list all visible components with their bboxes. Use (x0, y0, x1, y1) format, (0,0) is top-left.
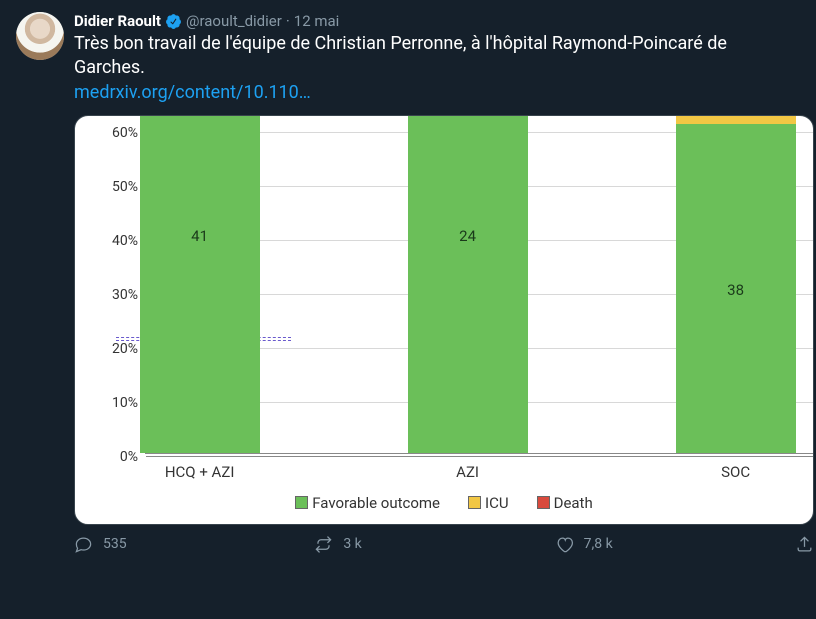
gridline: 0% (146, 456, 813, 457)
name-line: Didier Raoult @raoult_didier · 12 mai (74, 12, 800, 30)
retweet-button[interactable]: 3 k (314, 535, 554, 554)
bar-segment (408, 115, 528, 453)
display-name[interactable]: Didier Raoult (74, 12, 161, 30)
legend-item: Death (537, 494, 593, 512)
avatar-image (16, 12, 64, 60)
tweet-header: Didier Raoult @raoult_didier · 12 mai Tr… (16, 12, 800, 105)
bar-group: 38SOC (676, 115, 796, 453)
legend-swatch (537, 496, 550, 509)
like-count: 7,8 k (584, 536, 613, 552)
legend-label: ICU (485, 494, 509, 512)
legend-swatch (295, 496, 308, 509)
share-button[interactable] (795, 535, 814, 554)
bar-segment (676, 115, 796, 124)
chart-plot-area: 0%10%20%30%40%50%60%41HCQ + AZI24AZI38SO… (145, 116, 813, 454)
xtick-label: AZI (456, 463, 479, 481)
heart-icon (555, 535, 574, 554)
bar-value-label: 38 (727, 281, 744, 299)
reply-count: 535 (103, 536, 127, 552)
reply-button[interactable]: 535 (74, 535, 314, 554)
xtick-label: SOC (721, 463, 750, 481)
tweet-actions: 535 3 k 7,8 k (74, 535, 814, 554)
bar-group: 24AZI (408, 115, 528, 453)
ytick-label: 60% (112, 125, 138, 141)
chart-image[interactable]: 0%10%20%30%40%50%60%41HCQ + AZI24AZI38SO… (74, 115, 814, 525)
tweet: Didier Raoult @raoult_didier · 12 mai Tr… (0, 0, 816, 566)
tweet-link[interactable]: medrxiv.org/content/10.110… (74, 82, 311, 103)
header-text: Didier Raoult @raoult_didier · 12 mai Tr… (74, 12, 800, 105)
bar-segment (140, 115, 260, 453)
retweet-count: 3 k (343, 536, 361, 552)
bar-group: 41HCQ + AZI (140, 115, 260, 453)
share-icon (795, 535, 814, 554)
verified-badge-icon (165, 13, 182, 30)
like-button[interactable]: 7,8 k (555, 535, 795, 554)
tweet-text: Très bon travail de l'équipe de Christia… (74, 32, 800, 105)
ytick-label: 10% (112, 395, 138, 411)
ytick-label: 30% (112, 287, 138, 303)
chart-legend: Favorable outcome ICU Death (75, 494, 813, 512)
ytick-label: 20% (112, 341, 138, 357)
legend-item: Favorable outcome (295, 494, 440, 512)
retweet-icon (314, 535, 333, 554)
tweet-date[interactable]: 12 mai (294, 12, 340, 30)
legend-swatch (468, 496, 481, 509)
avatar[interactable] (16, 12, 64, 60)
legend-item: ICU (468, 494, 509, 512)
legend-label: Death (554, 494, 593, 512)
ytick-label: 50% (112, 179, 138, 195)
xtick-label: HCQ + AZI (165, 463, 235, 481)
separator-dot: · (286, 12, 290, 30)
ytick-label: 0% (120, 449, 138, 465)
reply-icon (74, 535, 93, 554)
bar-value-label: 41 (191, 227, 208, 245)
ytick-label: 40% (112, 233, 138, 249)
legend-label: Favorable outcome (312, 494, 440, 512)
user-handle[interactable]: @raoult_didier (186, 12, 282, 30)
tweet-text-content: Très bon travail de l'équipe de Christia… (74, 33, 727, 78)
bar-value-label: 24 (459, 227, 476, 245)
